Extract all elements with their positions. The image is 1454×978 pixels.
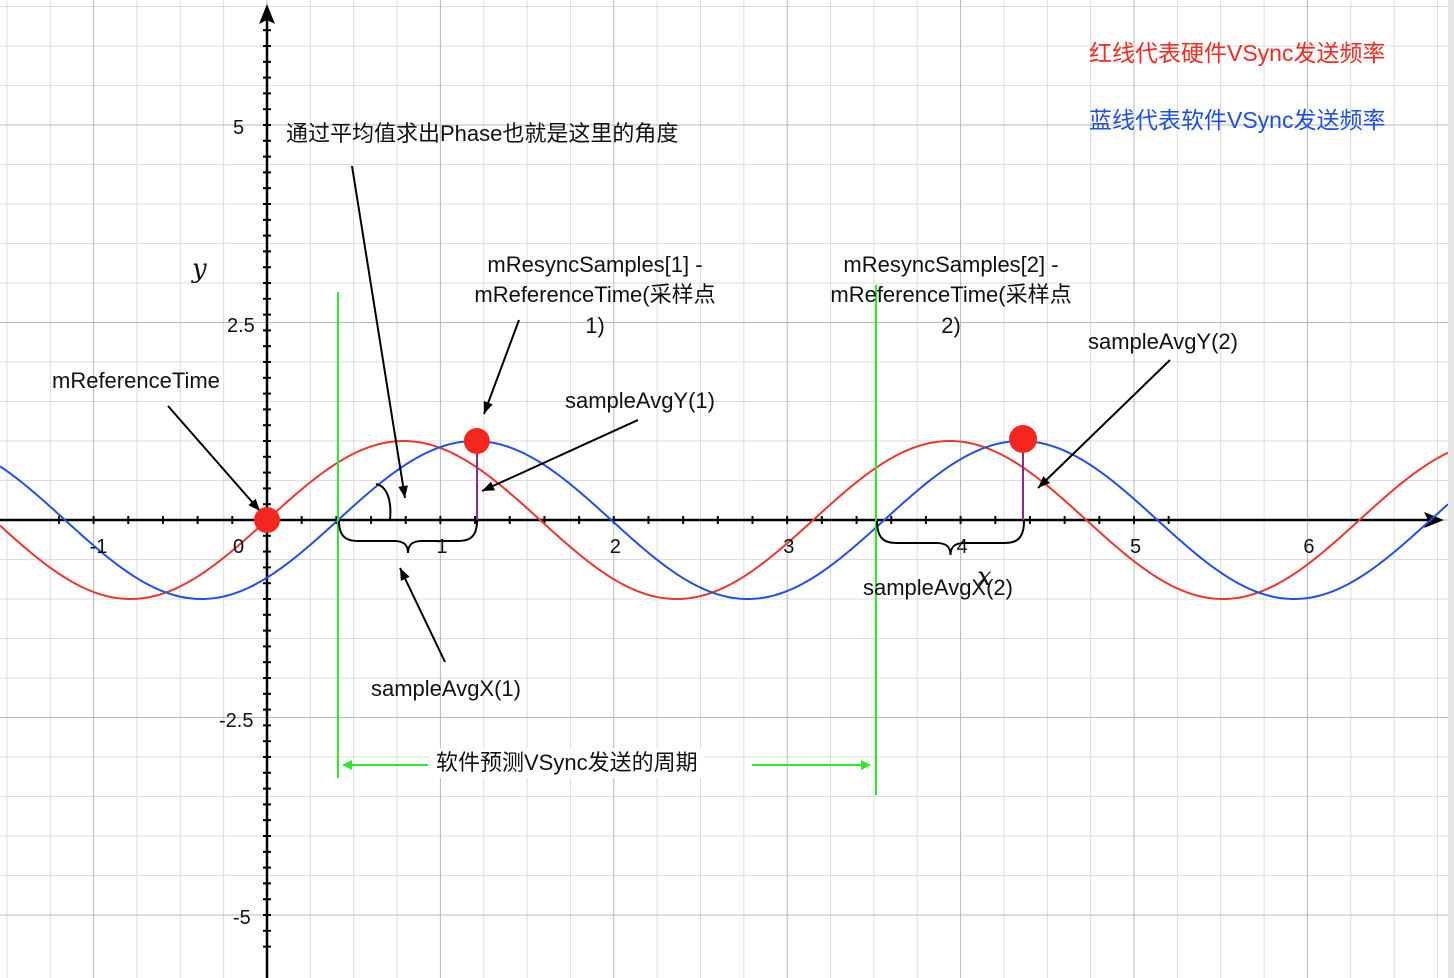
sample-avg-x2-label: sampleAvgX(2) <box>863 575 1013 600</box>
y-axis-label: y <box>192 254 207 284</box>
blue-sine-curve <box>0 439 1448 601</box>
sample1-label-arrow-line <box>483 319 520 415</box>
sample-avg-y1-arrow-head-icon <box>482 481 495 491</box>
sample2-label-line2: mReferenceTime(采样点 <box>830 282 1072 308</box>
sample1-point <box>463 428 490 454</box>
sample-avg-x1-arrow-head-icon <box>400 568 410 581</box>
sample1-label-arrow-head-icon <box>483 401 493 414</box>
sample1-label-line1: mResyncSamples[1] - <box>487 252 703 277</box>
y-axis-arrow-icon <box>259 4 275 24</box>
sample-avg-x1-label: sampleAvgX(1) <box>371 676 521 701</box>
phase-note-arrow-head-icon <box>398 485 408 498</box>
period-arrow-left-icon <box>342 760 352 770</box>
annotation-marks <box>167 165 1171 795</box>
reference-time-point <box>254 507 280 533</box>
x-tick-label: 4 <box>956 536 968 558</box>
sample-avg-y2-arrow-head-icon <box>1038 476 1051 488</box>
y-tick-label: -5 <box>233 907 251 929</box>
axes <box>0 4 1444 978</box>
sample-points <box>254 425 1038 533</box>
sample-avg-x1-arrow-line <box>399 567 446 663</box>
x-axis-label: x <box>977 562 992 592</box>
sample-avg-y2-arrow-line <box>1037 359 1171 489</box>
period-note: 软件预测VSync发送的周期 <box>430 748 704 779</box>
sample-avg-x2-brace <box>876 520 1025 556</box>
legend-blue-text: 蓝线代表软件VSync发送频率 <box>1089 107 1386 133</box>
x-tick-label: -1 <box>89 536 108 558</box>
sample1-label-line3: 1) <box>585 312 605 338</box>
sample2-label: mResyncSamples[2] - mReferenceTime(采样点 2… <box>786 250 1116 341</box>
sample-avg-y2-label: sampleAvgY(2) <box>1088 329 1238 354</box>
period-arrow-right-icon <box>861 760 871 770</box>
legend-red-text: 红线代表硬件VSync发送频率 <box>1089 40 1386 66</box>
y-tick-label: 5 <box>233 117 245 139</box>
x-tick-label: 1 <box>436 536 448 558</box>
x-tick-label: 0 <box>233 536 245 558</box>
sample-avg-y1-arrow-line <box>481 419 639 492</box>
sample1-label: mResyncSamples[1] - mReferenceTime(采样点 1… <box>430 250 760 341</box>
phase-angle-arc <box>375 483 392 521</box>
sample2-point <box>1009 425 1038 453</box>
y-tick-label: -2.5 <box>219 709 254 732</box>
phase-note-arrow-line <box>351 165 406 499</box>
x-tick-label: 5 <box>1130 536 1142 558</box>
sample-avg-y1-label: sampleAvgY(1) <box>565 388 715 413</box>
red-sine-curve <box>0 439 1448 601</box>
x-axis-arrow-icon <box>1424 512 1444 528</box>
reference-time-label: mReferenceTime <box>52 368 220 393</box>
y-tick-label: 2.5 <box>227 314 255 337</box>
sample2-label-line1: mResyncSamples[2] - <box>843 252 1059 277</box>
phase-note: 通过平均值求出Phase也就是这里的角度 <box>286 121 679 146</box>
reference-time-arrow-line <box>167 405 261 512</box>
sample1-label-line2: mReferenceTime(采样点 <box>474 282 716 308</box>
sample-avg-x1-brace <box>338 520 478 554</box>
x-tick-label: 3 <box>783 536 795 558</box>
window-edge <box>1448 0 1454 978</box>
x-tick-label: 6 <box>1303 536 1315 558</box>
reference-time-arrow-head-icon <box>248 498 260 511</box>
sample2-label-line3: 2) <box>941 312 961 338</box>
x-tick-label: 2 <box>609 536 621 558</box>
